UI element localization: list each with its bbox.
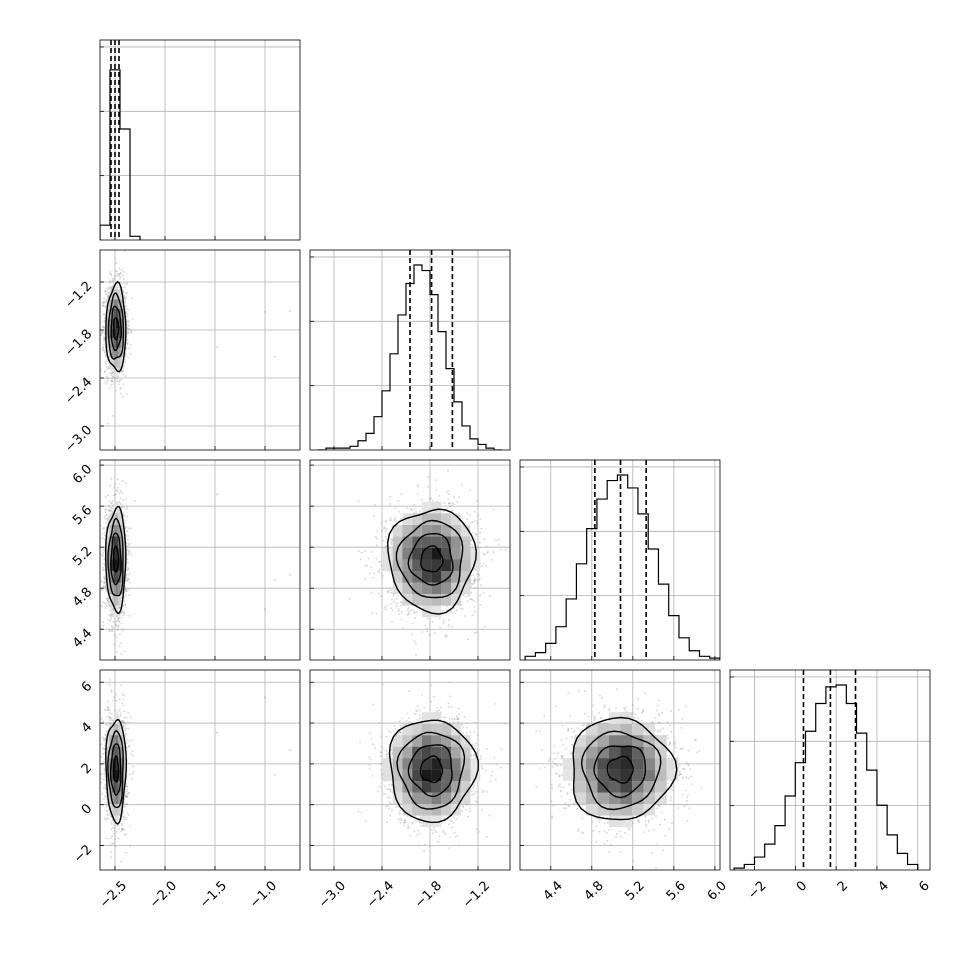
contour-2 [580, 730, 662, 811]
scatter-panel-3-1 [309, 669, 511, 871]
outlier-point [288, 749, 292, 752]
contour-0 [112, 545, 120, 573]
x-tick-label: −2.4 [364, 878, 397, 911]
density-cells [383, 501, 481, 618]
contour-2 [395, 519, 464, 599]
panel-frame [99, 669, 301, 871]
contour-2 [107, 292, 125, 360]
x-tick-label: −2.0 [147, 878, 180, 911]
contour-1 [109, 743, 122, 796]
scatter-panel-3-2 [519, 669, 721, 871]
contour-0 [606, 755, 634, 784]
panel-frame [519, 669, 721, 871]
contour-1 [407, 532, 454, 586]
histogram-step-1 [318, 264, 502, 450]
contour-2 [107, 729, 124, 809]
outlier-point [288, 573, 292, 576]
contour-3 [388, 719, 479, 824]
x-tick-label: −3.0 [316, 878, 349, 911]
panel-frame [99, 39, 301, 241]
histogram-step-3 [733, 684, 919, 870]
contour-1 [110, 305, 123, 352]
contour-3 [386, 508, 478, 615]
outlier-point [263, 310, 267, 313]
outlier-point [273, 774, 277, 777]
x-tick-label: −1.2 [460, 878, 493, 911]
outlier-point [263, 696, 267, 699]
y-tick-label: 2 [79, 761, 95, 777]
contour-1 [593, 745, 647, 799]
contour-3 [104, 505, 127, 614]
density-cells [562, 712, 679, 827]
x-tick-label: 6.0 [705, 878, 730, 903]
contour-1 [110, 532, 122, 586]
contour-2 [107, 517, 124, 597]
contour-0 [112, 317, 120, 341]
y-tick-label: 4.4 [70, 626, 95, 651]
contour-3 [105, 718, 128, 825]
y-tick-label: −3.0 [62, 423, 95, 456]
outlier-point [273, 579, 277, 582]
y-tick-label: −2.4 [62, 375, 95, 408]
histogram-panel-3 [729, 669, 931, 871]
outlier-point [263, 608, 267, 611]
y-tick-label: −1.2 [62, 279, 95, 312]
x-tick-label: 4.8 [582, 878, 607, 903]
x-tick-label: 6 [916, 878, 932, 894]
x-tick-label: 5.2 [623, 878, 648, 903]
y-tick-label: 0 [79, 801, 95, 817]
x-tick-label: 5.6 [664, 878, 689, 903]
x-tick-label: 4.4 [541, 878, 566, 903]
contour-0 [419, 755, 444, 784]
panel-frame [309, 249, 511, 451]
y-tick-label: 5.6 [70, 503, 95, 528]
x-tick-label: −2.5 [97, 878, 130, 911]
histogram-panel-1 [309, 249, 511, 451]
histogram-panel-2 [519, 459, 721, 661]
y-tick-label: 6 [79, 679, 95, 695]
contour-3 [572, 716, 678, 821]
x-tick-label: 4 [876, 878, 892, 894]
contour-2 [396, 731, 466, 810]
contour-0 [420, 545, 444, 573]
panel-frame [309, 669, 511, 871]
scatter-panel-1-0 [99, 249, 301, 451]
contour-0 [112, 755, 120, 783]
contour-1 [407, 744, 453, 798]
y-tick-label: 4.8 [70, 585, 95, 610]
scatter-panel-3-0 [99, 669, 301, 871]
y-tick-label: −1.8 [62, 327, 95, 360]
contour-3 [105, 280, 127, 373]
x-tick-label: −1.5 [197, 878, 230, 911]
panel-frame [99, 249, 301, 451]
x-tick-label: 0 [794, 878, 810, 894]
panel-frame [309, 459, 511, 661]
x-tick-label: −1.8 [412, 878, 445, 911]
y-tick-label: 6.0 [70, 462, 95, 487]
outlier-point [215, 493, 219, 496]
scatter-panel-2-0 [99, 459, 301, 661]
scatter-panel-2-1 [309, 459, 511, 661]
panel-frame [99, 459, 301, 661]
histogram-step-0 [100, 69, 141, 240]
panel-frame [519, 459, 721, 661]
outlier-point [215, 345, 219, 349]
panel-frame [729, 669, 931, 871]
outlier-point [215, 731, 219, 734]
histogram-step-2 [524, 474, 720, 660]
histogram-panel-0 [99, 39, 301, 241]
x-tick-label: 2 [835, 878, 851, 894]
y-tick-label: −2 [71, 842, 95, 866]
y-tick-label: 4 [79, 720, 95, 736]
x-tick-label: −2 [745, 878, 769, 902]
outlier-point [273, 355, 277, 358]
x-tick-label: −1.0 [247, 878, 280, 911]
y-tick-label: 5.2 [70, 544, 95, 569]
outlier-point [288, 309, 292, 313]
